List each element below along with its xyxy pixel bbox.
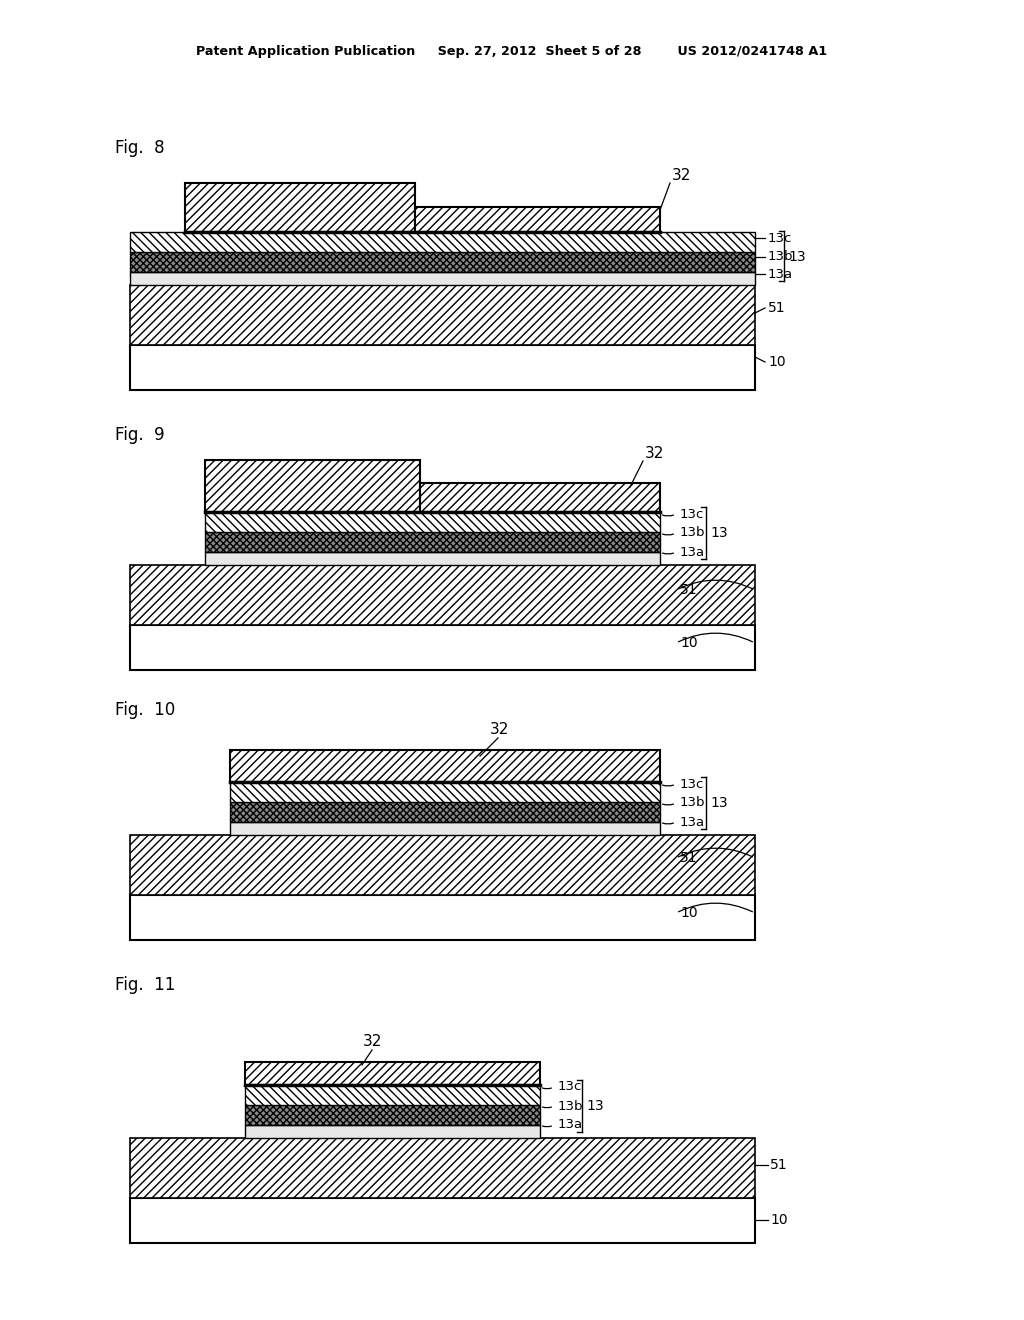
Text: 13: 13 <box>586 1100 603 1113</box>
Text: Fig.  8: Fig. 8 <box>115 139 165 157</box>
Text: 13: 13 <box>788 249 806 264</box>
Bar <box>130 624 755 671</box>
Text: 13c: 13c <box>558 1081 583 1093</box>
Text: Patent Application Publication     Sep. 27, 2012  Sheet 5 of 28        US 2012/0: Patent Application Publication Sep. 27, … <box>197 45 827 58</box>
Text: 13c: 13c <box>768 231 793 244</box>
Text: 13c: 13c <box>680 777 705 791</box>
Text: 13b: 13b <box>558 1100 584 1113</box>
Text: 13a: 13a <box>768 268 794 281</box>
Text: 32: 32 <box>672 168 691 182</box>
Bar <box>415 207 660 232</box>
Bar <box>205 459 420 512</box>
Text: 51: 51 <box>770 1158 787 1172</box>
Bar <box>205 532 660 552</box>
Bar <box>245 1063 540 1085</box>
Bar <box>130 565 755 624</box>
Bar <box>130 895 755 940</box>
Bar <box>245 1105 540 1125</box>
Bar <box>130 1138 755 1199</box>
Text: 32: 32 <box>362 1035 382 1049</box>
Text: 13a: 13a <box>680 816 706 829</box>
Text: 13: 13 <box>710 796 728 810</box>
Text: 51: 51 <box>768 301 785 315</box>
Bar <box>130 252 755 272</box>
Text: 13b: 13b <box>680 527 706 540</box>
Bar <box>130 1199 755 1243</box>
Bar <box>130 272 755 285</box>
Text: 13c: 13c <box>680 507 705 520</box>
Text: 32: 32 <box>645 446 665 461</box>
Text: Fig.  11: Fig. 11 <box>115 975 175 994</box>
Text: 13b: 13b <box>680 796 706 809</box>
Text: 10: 10 <box>768 355 785 370</box>
Text: 13: 13 <box>710 525 728 540</box>
Bar <box>230 750 660 781</box>
Bar <box>185 183 415 232</box>
Text: 13a: 13a <box>558 1118 583 1131</box>
Text: 10: 10 <box>680 906 697 920</box>
Text: 13b: 13b <box>768 251 794 264</box>
Text: 51: 51 <box>680 583 697 597</box>
Text: Fig.  10: Fig. 10 <box>115 701 175 719</box>
Text: 13a: 13a <box>680 545 706 558</box>
Text: 10: 10 <box>770 1213 787 1228</box>
Bar <box>205 512 660 532</box>
Text: Fig.  9: Fig. 9 <box>115 426 165 444</box>
Bar <box>130 232 755 252</box>
Bar <box>245 1085 540 1105</box>
Bar <box>420 483 660 512</box>
Text: 51: 51 <box>680 851 697 865</box>
Bar <box>230 781 660 803</box>
Bar <box>230 803 660 822</box>
Bar <box>245 1125 540 1138</box>
Text: 10: 10 <box>680 636 697 649</box>
Bar <box>130 285 755 345</box>
Bar <box>205 552 660 565</box>
Bar <box>130 836 755 895</box>
Bar <box>130 345 755 389</box>
Bar <box>230 822 660 836</box>
Text: 32: 32 <box>490 722 509 738</box>
